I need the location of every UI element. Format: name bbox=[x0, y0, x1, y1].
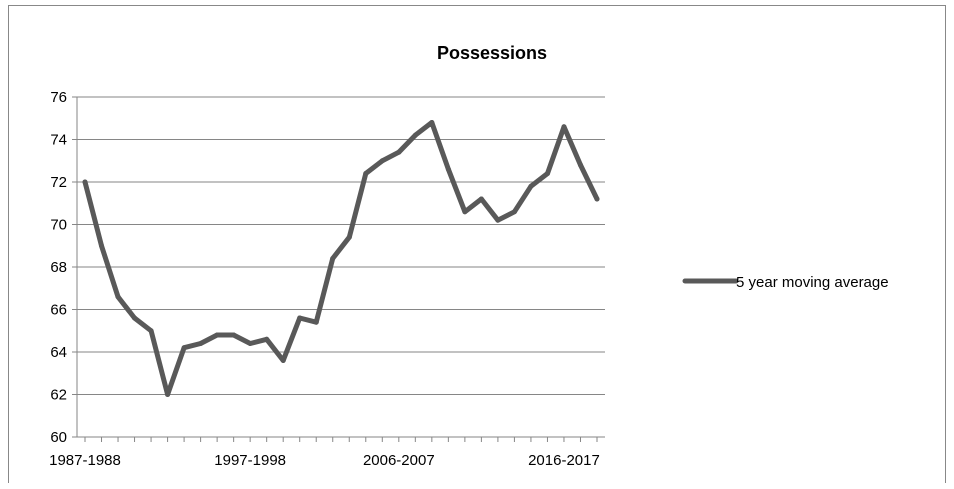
series-line-5-year-moving-average bbox=[85, 123, 597, 395]
data-point bbox=[248, 341, 253, 346]
data-point bbox=[215, 333, 220, 338]
data-point bbox=[132, 316, 137, 321]
data-point bbox=[347, 235, 352, 240]
chart-title: Possessions bbox=[437, 43, 547, 63]
data-point bbox=[578, 163, 583, 168]
data-point bbox=[380, 158, 385, 163]
data-point bbox=[264, 337, 269, 342]
data-point bbox=[182, 345, 187, 350]
data-point bbox=[314, 320, 319, 325]
data-point bbox=[297, 316, 302, 321]
x-tick-label: 1997-1998 bbox=[214, 452, 286, 469]
x-tick-label: 2006-2007 bbox=[363, 452, 435, 469]
x-tick-label: 2016-2017 bbox=[528, 452, 600, 469]
y-tick-label: 70 bbox=[50, 217, 67, 234]
y-tick-label: 68 bbox=[50, 259, 67, 276]
data-point bbox=[231, 333, 236, 338]
x-tick-label: 1987-1988 bbox=[49, 452, 121, 469]
y-tick-label: 64 bbox=[50, 344, 67, 361]
data-point bbox=[330, 256, 335, 261]
line-chart: Possessions 60 62 64 66 68 70 72 74 76 1987-1988 1… bbox=[9, 6, 947, 484]
y-tick-label: 62 bbox=[50, 387, 67, 404]
series-layer bbox=[83, 120, 600, 397]
data-point bbox=[165, 392, 170, 397]
data-point bbox=[528, 184, 533, 189]
data-point bbox=[116, 294, 121, 299]
data-point bbox=[83, 180, 88, 185]
data-point bbox=[595, 197, 600, 202]
chart-area: Possessions 60 62 64 66 68 70 72 74 76 1987-1988 1… bbox=[8, 5, 946, 483]
data-point bbox=[363, 171, 368, 176]
y-tick-label: 76 bbox=[50, 89, 67, 106]
data-point bbox=[446, 167, 451, 172]
data-point bbox=[545, 171, 550, 176]
data-point bbox=[429, 120, 434, 125]
data-point bbox=[396, 150, 401, 155]
data-point bbox=[281, 358, 286, 363]
data-point bbox=[149, 328, 154, 333]
y-tick-label: 72 bbox=[50, 174, 67, 191]
legend: 5 year moving average bbox=[685, 274, 889, 291]
legend-label: 5 year moving average bbox=[736, 274, 889, 291]
data-point bbox=[561, 124, 566, 129]
y-tick-label: 66 bbox=[50, 302, 67, 319]
data-point bbox=[512, 209, 517, 214]
data-point bbox=[495, 218, 500, 223]
data-point bbox=[198, 341, 203, 346]
data-point bbox=[413, 133, 418, 138]
data-point bbox=[479, 197, 484, 202]
data-point bbox=[462, 209, 467, 214]
y-tick-label: 60 bbox=[50, 429, 67, 446]
y-tick-label: 74 bbox=[50, 132, 67, 149]
data-point bbox=[99, 243, 104, 248]
